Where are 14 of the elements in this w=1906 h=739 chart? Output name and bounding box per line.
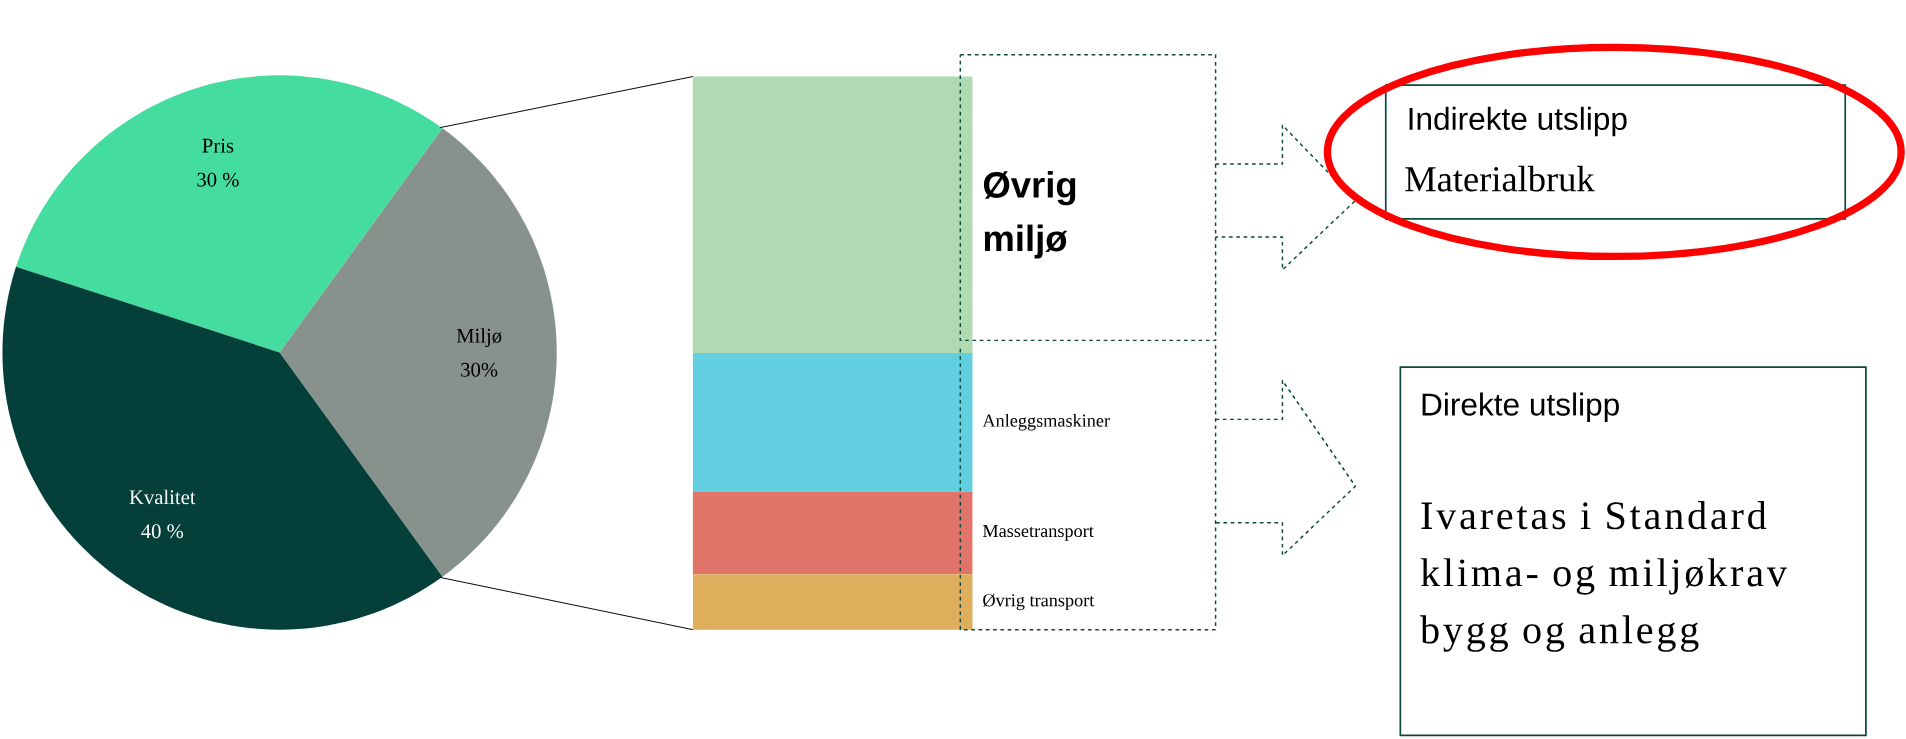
slice-label: Pris	[202, 138, 234, 153]
slice-label: Kvalitet	[129, 489, 196, 505]
data-label: 40 %	[141, 524, 184, 539]
text: Indirekte utslipp	[1409, 106, 1627, 137]
series-label: Anleggsmaskiner	[982, 413, 1110, 431]
data-label: 30 %	[197, 172, 239, 187]
series-label: Øvrig miljø	[983, 171, 1076, 259]
text: Direkte utslipp	[1422, 392, 1619, 422]
data-label: 30%	[461, 362, 498, 377]
series-label: Massetransport	[982, 524, 1094, 541]
slice-label: Miljø	[456, 328, 502, 347]
text: Ivaretas i Standard klima- og miljøkrav bygg og anlegg	[1420, 501, 1787, 652]
series-label: Øvrig transport	[983, 593, 1095, 611]
text: Materialbruk	[1405, 165, 1595, 192]
